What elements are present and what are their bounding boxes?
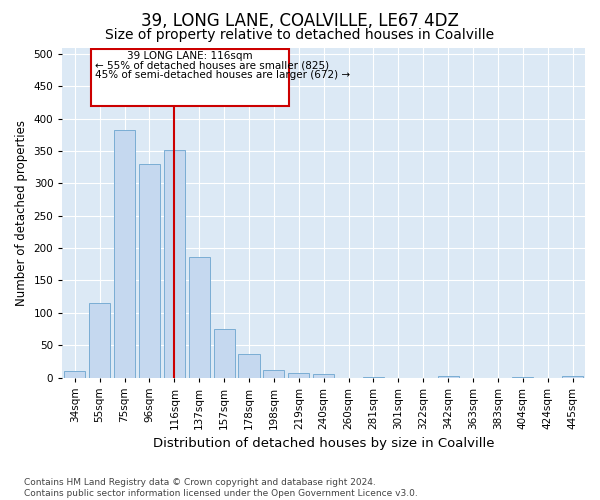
Bar [164,150,185,378]
Text: ← 55% of detached houses are smaller (825): ← 55% of detached houses are smaller (82… [95,60,329,70]
Bar [188,256,210,378]
Text: Contains HM Land Registry data © Crown copyright and database right 2024.
Contai: Contains HM Land Registry data © Crown c… [24,478,418,498]
Text: 39 LONG LANE: 116sqm: 39 LONG LANE: 116sqm [127,52,253,62]
Text: Size of property relative to detached houses in Coalville: Size of property relative to detached ho… [106,28,494,42]
Text: 45% of semi-detached houses are larger (672) →: 45% of semi-detached houses are larger (… [95,70,350,80]
Bar [114,130,135,378]
Bar [139,164,160,378]
FancyBboxPatch shape [91,49,289,106]
Bar [64,371,85,378]
Bar [89,303,110,378]
Bar [363,377,384,378]
Bar [288,373,310,378]
Bar [562,376,583,378]
X-axis label: Distribution of detached houses by size in Coalville: Distribution of detached houses by size … [153,437,494,450]
Bar [512,377,533,378]
Bar [238,354,260,378]
Bar [313,374,334,378]
Y-axis label: Number of detached properties: Number of detached properties [15,120,28,306]
Bar [437,376,458,378]
Bar [214,329,235,378]
Text: 39, LONG LANE, COALVILLE, LE67 4DZ: 39, LONG LANE, COALVILLE, LE67 4DZ [141,12,459,30]
Bar [263,370,284,378]
